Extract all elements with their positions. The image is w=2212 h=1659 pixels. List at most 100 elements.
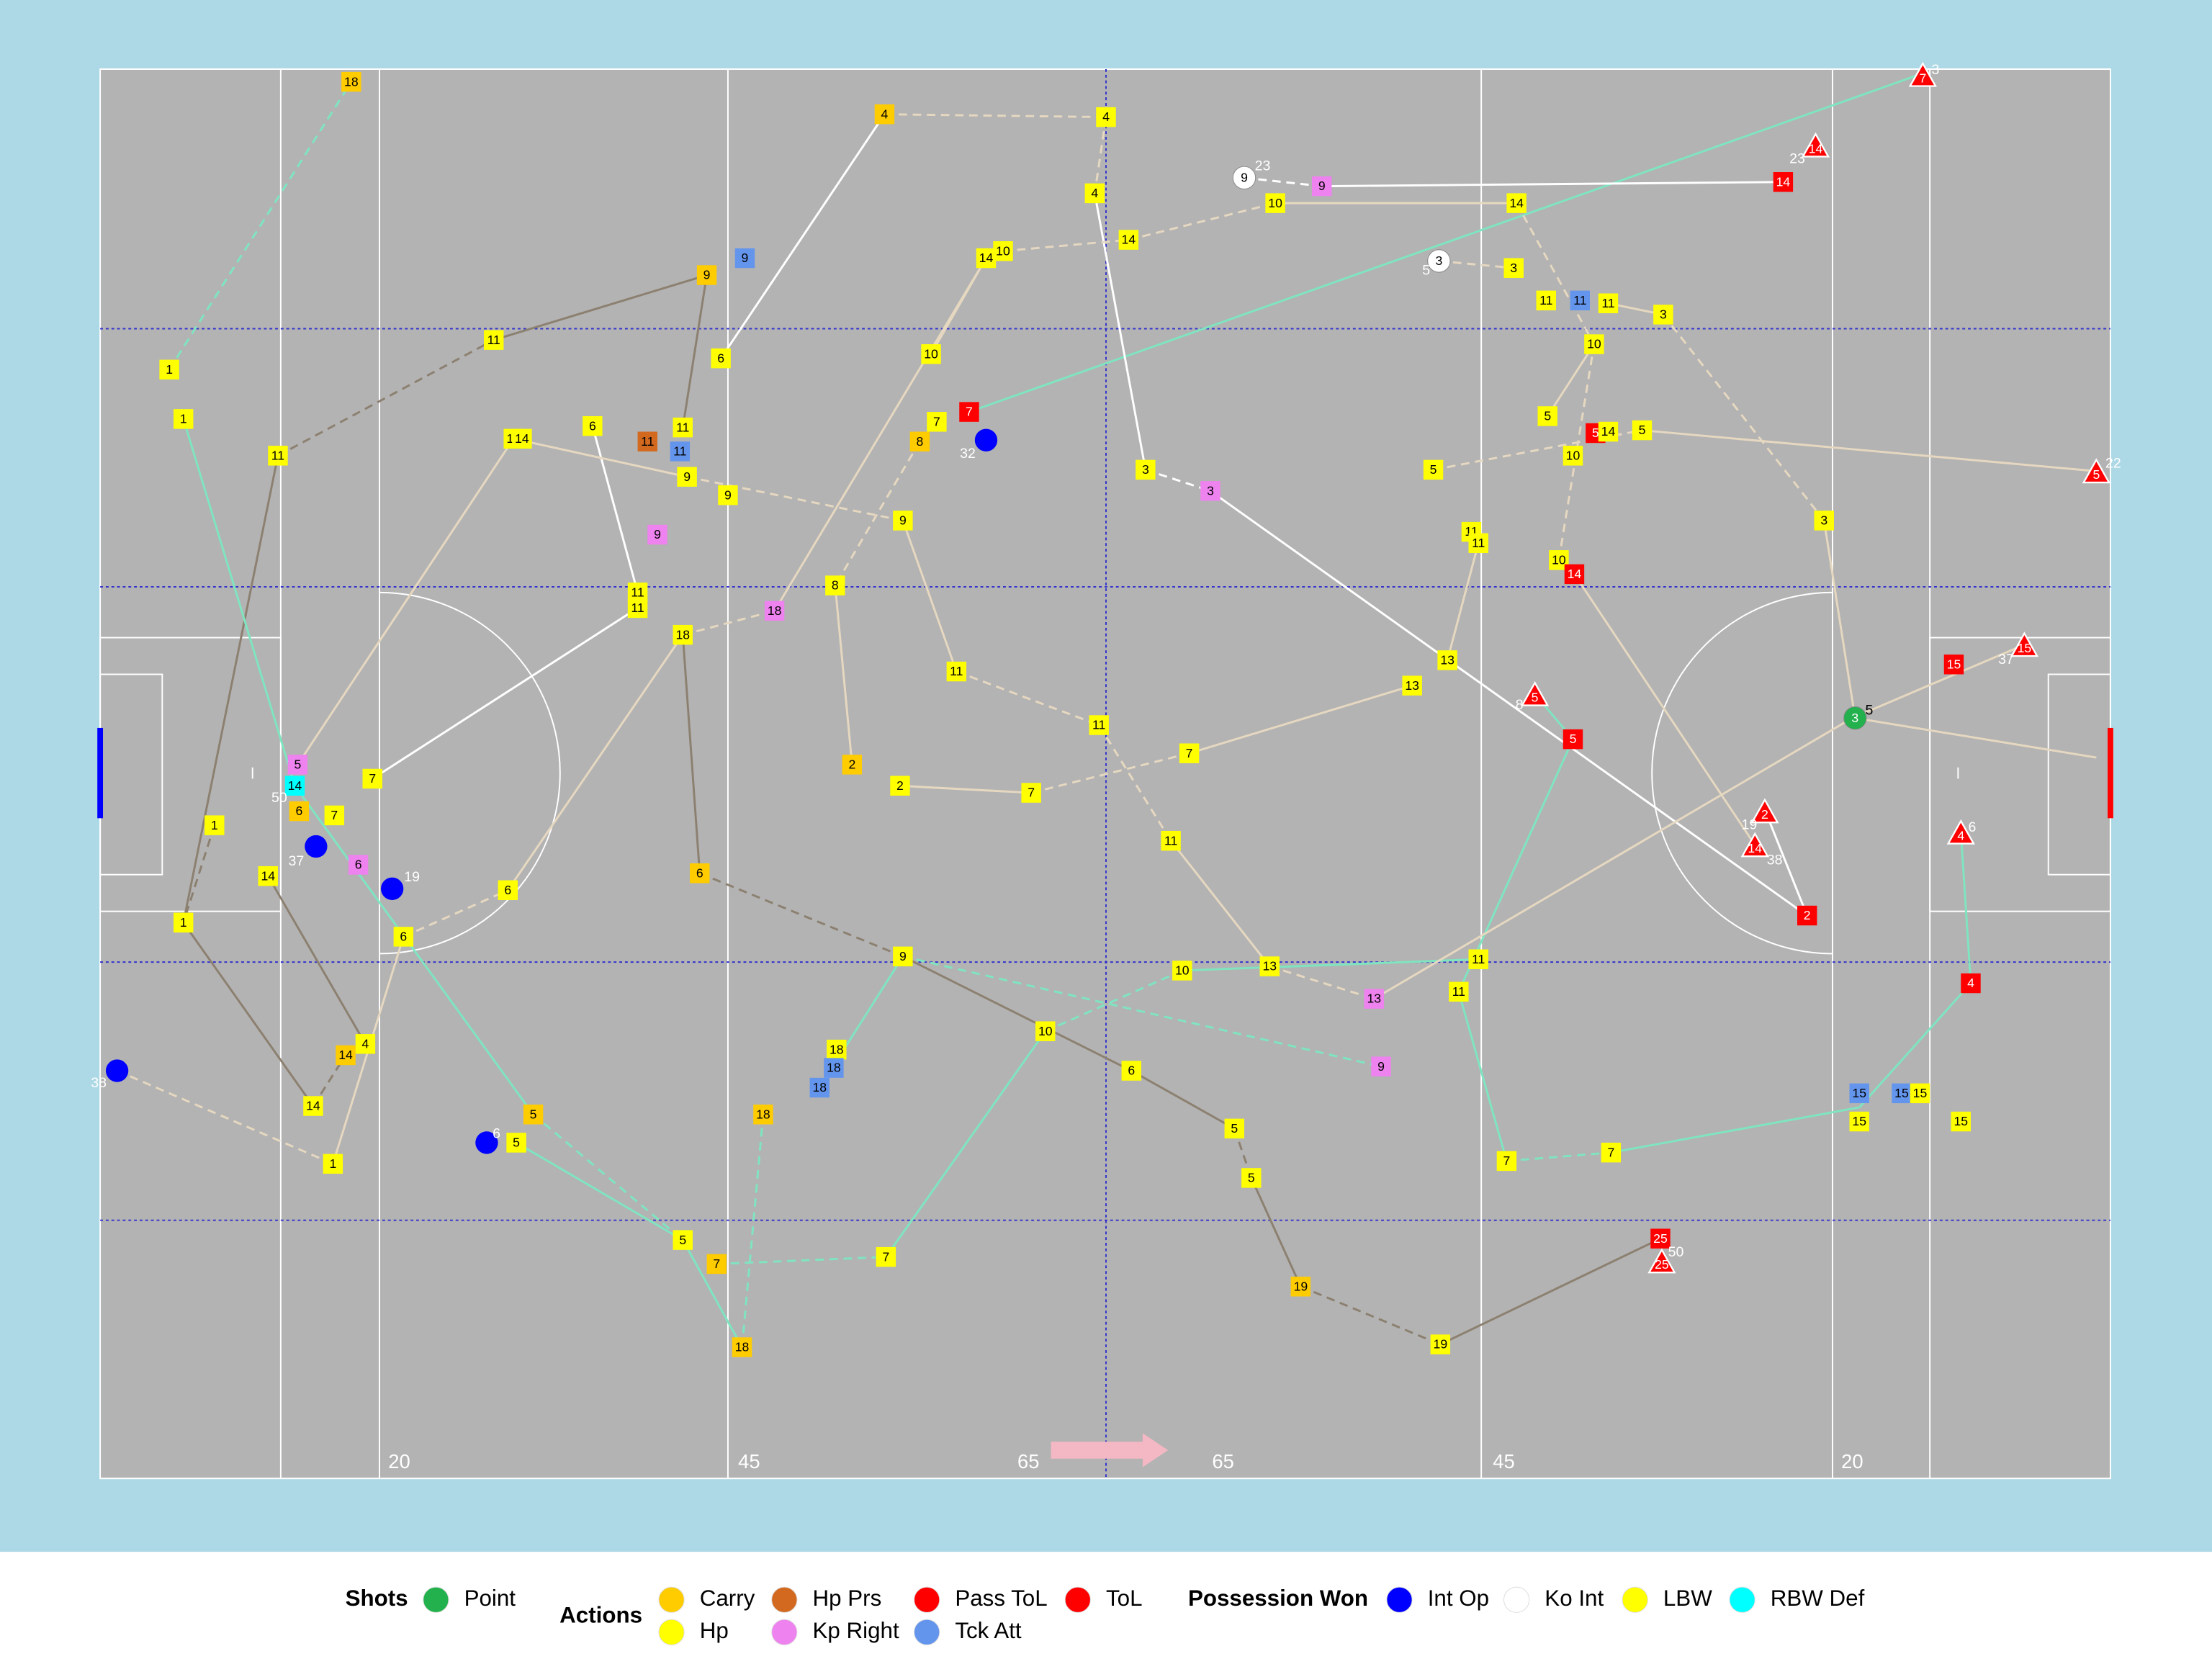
shot-marker: [1908, 61, 1938, 87]
action-marker: [690, 863, 710, 884]
marker-label: 14: [1748, 841, 1762, 855]
marker-label: 5: [1639, 423, 1646, 437]
pitch-lines: [99, 69, 2111, 1479]
goal-left: [97, 727, 104, 819]
action-marker: [921, 344, 941, 364]
pass-line: [1182, 958, 1479, 972]
action-marker: [1598, 421, 1619, 442]
marker-label: 15: [1947, 657, 1961, 671]
pass-line: [1439, 259, 1514, 269]
marker-label: 7: [1503, 1154, 1511, 1168]
marker-label: 9: [1318, 179, 1326, 193]
marker-label: 10: [1566, 448, 1581, 462]
shot-marker: [2010, 631, 2039, 657]
action-marker: [1121, 1061, 1141, 1081]
action-marker: [959, 402, 979, 422]
marker-label: 14: [1509, 196, 1524, 210]
marker-label: 18: [827, 1061, 841, 1075]
marker-label: 7: [331, 808, 338, 822]
interception-dot: [475, 1131, 498, 1154]
action-marker: [1364, 989, 1384, 1009]
marker-label: 10: [924, 346, 938, 361]
action-marker: [1118, 230, 1139, 250]
legend-swatch: [914, 1586, 940, 1613]
note-label: 3: [1932, 62, 1940, 78]
marker-label: 9: [899, 513, 907, 528]
action-marker: [1290, 1277, 1311, 1297]
marker-label: 5: [1544, 409, 1551, 423]
pass-line: [902, 956, 1132, 1072]
pass-line: [956, 670, 1100, 727]
pass-line: [1959, 832, 1972, 984]
action-marker: [1200, 481, 1220, 501]
marker-label: 25: [1653, 1231, 1668, 1246]
marker-label: 5: [1532, 690, 1539, 704]
legend-label: Kp Right: [812, 1618, 899, 1643]
marker-label: 7: [1186, 746, 1193, 760]
legend-title: Actions: [559, 1603, 642, 1628]
distance-label: 20: [388, 1450, 410, 1473]
marker-label: 3: [1142, 462, 1149, 477]
pass-line: [277, 338, 495, 457]
legend-title: Possession Won: [1188, 1586, 1368, 1611]
marker-label: 15: [1913, 1086, 1928, 1100]
shot-marker: [2082, 458, 2110, 484]
marker-label: 7: [933, 414, 940, 428]
action-marker: [268, 446, 288, 466]
marker-label: 9: [683, 469, 691, 484]
legend-swatch: [1386, 1586, 1413, 1613]
action-marker: [523, 1105, 544, 1125]
action-marker: [336, 1045, 356, 1066]
action-marker: [1584, 334, 1604, 354]
note-label: 38: [1767, 852, 1783, 868]
marker-label: 4: [1967, 976, 1974, 990]
marker-label: 7: [713, 1256, 720, 1271]
shot-marker: [1750, 798, 1779, 824]
pass-line: [1855, 716, 2097, 759]
marker-label: 14: [288, 778, 302, 793]
legend-label: Point: [464, 1586, 516, 1611]
action-marker: [1849, 1111, 1869, 1132]
possession-marker: [1232, 166, 1256, 190]
action-marker: [673, 1230, 693, 1250]
action-marker: [1430, 1334, 1451, 1354]
note-label: 37: [289, 853, 305, 869]
action-marker: [1797, 905, 1817, 926]
legend-swatch: [658, 1619, 685, 1645]
action-marker: [355, 1034, 376, 1054]
pass-line: [1097, 724, 1172, 842]
note-label: 6: [493, 1125, 500, 1141]
legend-label: Carry: [700, 1586, 755, 1611]
pass-line: [1169, 840, 1271, 967]
marker-label: 4: [881, 107, 889, 121]
marker-label: 5: [2092, 467, 2100, 482]
action-marker: [909, 431, 930, 451]
action-marker: [1449, 981, 1469, 1002]
action-marker: [825, 575, 845, 595]
legend-swatch: [423, 1586, 449, 1613]
pass-line: [1662, 313, 1825, 521]
pass-line: [741, 1114, 765, 1348]
marker-label: 11: [1539, 293, 1552, 307]
action-marker: [1161, 830, 1181, 851]
action-marker: [718, 485, 738, 505]
marker-label: 14: [1568, 567, 1582, 581]
marker-label: 11: [950, 664, 963, 678]
marker-label: 7: [966, 405, 973, 419]
action-marker: [647, 524, 667, 545]
marker-label: 11: [631, 601, 644, 615]
action-marker: [1402, 675, 1422, 696]
marker-label: 9: [703, 268, 711, 282]
marker-label: 14: [979, 251, 994, 265]
legend-swatch: [1064, 1586, 1091, 1613]
legend-label: Pass ToL: [955, 1586, 1047, 1611]
marker-label: 5: [679, 1233, 686, 1247]
pass-line: [699, 872, 904, 958]
marker-label: 5: [294, 757, 301, 772]
pass-line: [1210, 490, 1808, 917]
action-marker: [1179, 743, 1200, 763]
marker-label: 11: [271, 448, 284, 462]
legend-label: RBW Def: [1771, 1586, 1865, 1611]
marker-label: 7: [1607, 1145, 1614, 1159]
